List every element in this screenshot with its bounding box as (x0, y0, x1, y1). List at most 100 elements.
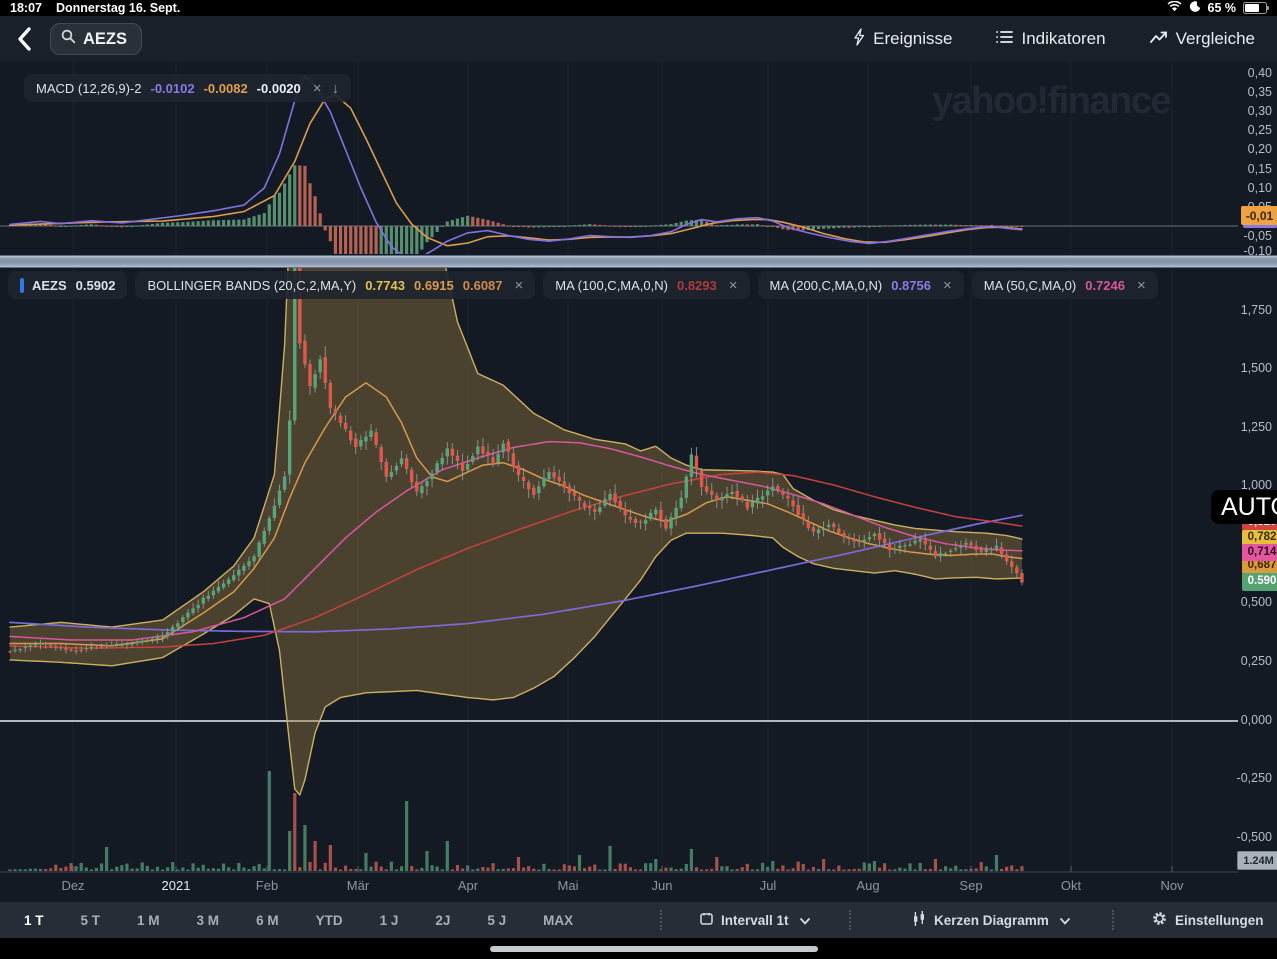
auto-scale-button[interactable]: AUTO (1211, 490, 1277, 524)
indicator-value: 0.6087 (462, 277, 503, 293)
price-badge: 0,714 (1242, 544, 1277, 561)
chart-type-selector[interactable]: Kerzen Diagramm (912, 902, 1070, 938)
horizontal-scrollbar[interactable] (490, 946, 818, 952)
indicator-value: 0.8756 (891, 277, 931, 293)
toolbar-separator (1112, 910, 1114, 930)
compare-button[interactable]: Vergleiche (1149, 29, 1255, 49)
moon-icon (1189, 0, 1201, 16)
gear-icon (1152, 911, 1167, 929)
macd-legend-name: MACD (12,26,9)-2 (36, 80, 142, 96)
chart-area: yahoo!finance MACD (12,26,9)-2 -0.0102 -0… (0, 62, 1277, 902)
price-axis-tick: 0,500 (1240, 595, 1272, 609)
macd-value: -0.0102 (150, 80, 195, 96)
chevron-down-icon (799, 913, 810, 928)
range-button-1m[interactable]: 1 M (137, 912, 160, 928)
range-button-5j[interactable]: 5 J (487, 912, 507, 928)
volume-badge: 1.24M (1237, 851, 1277, 870)
indicator-value: 0.7743 (365, 277, 405, 293)
x-axis-month-label: Jul (759, 878, 777, 893)
price-legend-row: AEZS 0.5902 BOLLINGER BANDS (20,C,2,MA,Y) 0… (8, 271, 1158, 299)
indicator-name: MA (50,C,MA,0) (983, 277, 1077, 293)
indicator-close-button[interactable]: × (514, 276, 524, 294)
indicators-button[interactable]: Indikatoren (996, 29, 1106, 49)
macd-collapse-icon[interactable]: ↓ (331, 79, 340, 97)
price-axis-tick: 1,000 (1240, 478, 1272, 492)
price-axis-tick: -0,250 (1236, 771, 1272, 785)
x-axis-month-label: 2021 (161, 878, 191, 893)
toolbar-separator (849, 910, 851, 930)
macd-value: -0.0020 (256, 80, 301, 96)
symbol-ticker: AEZS (32, 277, 67, 293)
macd-value-badge: -0,01 (1241, 206, 1277, 225)
indicator-legend-pill: MA (200,C,MA,0,N) 0.8756 × (757, 271, 964, 299)
interval-selector[interactable]: Intervall 1t (700, 902, 810, 938)
status-date: Donnerstag 16. Sept. (55, 1, 181, 15)
range-button-1j[interactable]: 1 J (379, 912, 399, 928)
symbol-price: 0.5902 (75, 277, 116, 293)
x-axis-month-label: Sep (959, 878, 983, 893)
battery-percent: 65 % (1207, 1, 1237, 15)
price-axis-tick: 0,000 (1240, 713, 1272, 727)
range-button-max[interactable]: MAX (543, 912, 574, 928)
x-axis-month-label: Feb (255, 878, 279, 893)
price-axis-tick: 0,250 (1240, 654, 1272, 668)
symbol-color-bar (20, 277, 24, 293)
search-icon (61, 29, 76, 49)
range-button-6m[interactable]: 6 M (256, 912, 279, 928)
x-axis-month-label: Nov (1160, 878, 1184, 893)
back-button[interactable] (16, 26, 32, 52)
indicators-label: Indikatoren (1021, 29, 1106, 48)
status-bar: 18:07 Donnerstag 16. Sept. 65 % (0, 0, 1277, 16)
interval-label: Intervall 1t (721, 912, 789, 928)
price-badge: 0,687 (1242, 558, 1277, 574)
zigzag-chart-icon (1149, 29, 1168, 49)
macd-axis-tick: 0,30 (1247, 104, 1272, 118)
indicator-close-button[interactable]: × (942, 276, 952, 294)
symbol-legend-pill: AEZS 0.5902 (8, 271, 128, 299)
symbol-search-input[interactable]: AEZS (50, 23, 143, 55)
top-nav-bar: AEZS Ereignisse Indikatoren Vergleiche (0, 16, 1277, 62)
indicator-name: MA (200,C,MA,0,N) (769, 277, 883, 293)
price-badge: 0,782 (1242, 530, 1277, 546)
indicator-legend-pill: MA (50,C,MA,0) 0.7246 × (971, 271, 1158, 299)
bottom-toolbar: 1 T 5 T 1 M 3 M 6 M YTD 1 J 2J 5 J MAX Intervall … (0, 902, 1277, 938)
indicator-value: 0.6915 (413, 277, 454, 293)
macd-value: -0.0082 (203, 80, 248, 96)
indicator-close-button[interactable]: × (728, 276, 738, 294)
macd-axis-tick: -0,10 (1243, 244, 1273, 258)
range-button-2j[interactable]: 2J (435, 912, 451, 928)
x-axis-month-label: Aug (856, 878, 880, 893)
candlestick-icon (912, 910, 926, 930)
chart-type-label: Kerzen Diagramm (934, 912, 1049, 928)
macd-axis-tick: 0,25 (1247, 123, 1272, 137)
interval-icon (700, 912, 713, 928)
clock-time: 18:07 (10, 1, 42, 15)
range-button-3m[interactable]: 3 M (196, 912, 220, 928)
x-axis-month-label: Okt (1060, 878, 1082, 893)
events-button[interactable]: Ereignisse (853, 27, 953, 51)
x-axis-month-label: Jun (651, 878, 673, 893)
battery-icon (1243, 2, 1269, 14)
list-icon (996, 29, 1014, 49)
price-axis-tick: 1,500 (1240, 361, 1272, 375)
macd-close-icon[interactable]: × (312, 79, 322, 97)
settings-button[interactable]: Einstellungen (1152, 902, 1264, 938)
indicator-close-button[interactable]: × (1136, 276, 1146, 294)
range-button-5t[interactable]: 5 T (80, 912, 101, 928)
macd-legend-pill: MACD (12,26,9)-2 -0.0102 -0.0082 -0.0020 ×… (24, 74, 352, 102)
events-label: Ereignisse (873, 29, 953, 48)
wifi-icon (1166, 0, 1182, 15)
indicator-name: BOLLINGER BANDS (20,C,2,MA,Y) (147, 277, 357, 293)
price-axis-tick: 1,250 (1240, 420, 1272, 434)
price-axis-tick: 1,750 (1240, 303, 1272, 317)
range-button-1t[interactable]: 1 T (24, 912, 44, 928)
panel-resize-divider[interactable] (0, 255, 1277, 268)
settings-label: Einstellungen (1175, 912, 1264, 928)
chart-canvas[interactable] (0, 62, 1277, 902)
range-button-ytd[interactable]: YTD (315, 912, 343, 928)
range-selector: 1 T 5 T 1 M 3 M 6 M YTD 1 J 2J 5 J MAX (24, 902, 573, 938)
indicator-legend-pill: MA (100,C,MA,0,N) 0.8293 × (543, 271, 750, 299)
search-value: AEZS (83, 29, 128, 48)
x-axis-month-label: Dez (61, 878, 85, 893)
indicator-value: 0.8293 (676, 277, 717, 293)
